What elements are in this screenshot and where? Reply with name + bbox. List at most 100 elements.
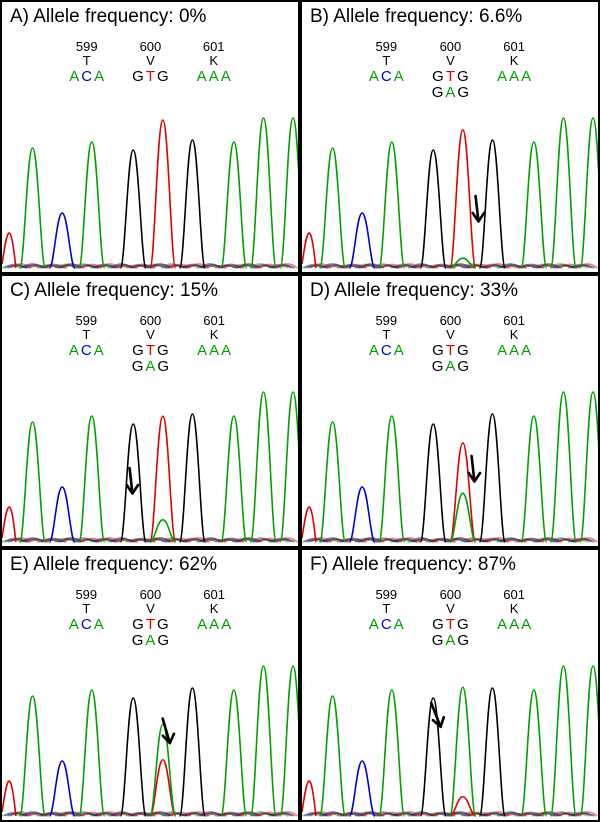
panel-title: B) Allele frequency: 6.6% — [310, 6, 522, 28]
codon-600: 600VGTGGAG — [132, 588, 169, 650]
codon-position: 600 — [440, 314, 462, 328]
alt-triplet: GAG — [432, 633, 469, 650]
amino-acid: T — [382, 328, 390, 342]
panel-title: A) Allele frequency: 0% — [10, 6, 206, 28]
codon-position: 601 — [203, 40, 225, 54]
codon-position: 600 — [140, 314, 162, 328]
alt-triplet: GAG — [132, 359, 169, 376]
base-triplet: ACA — [369, 617, 404, 634]
amino-acid: T — [82, 602, 90, 616]
chromatogram — [302, 660, 598, 820]
amino-acid: V — [146, 54, 155, 68]
amino-acid: T — [382, 602, 390, 616]
sequence-header: 599TACA 600VGTGGAG 601KAAA — [2, 314, 298, 376]
panel-grid: A) Allele frequency: 0%599TACA600VGTG601… — [0, 0, 600, 822]
codon-599: 599TACA — [69, 314, 104, 376]
codon-600: 600VGTGGAG — [432, 40, 469, 102]
base-triplet: AAA — [197, 617, 231, 634]
chromatogram — [302, 112, 598, 272]
panel-title: E) Allele frequency: 62% — [10, 554, 217, 576]
sequence-header: 599TACA600VGTGGAG601KAAA — [302, 314, 598, 376]
codon-601: 601KAAA — [497, 588, 531, 650]
base-triplet: ACA — [69, 69, 104, 86]
codon-position: 599 — [375, 314, 397, 328]
panel-title: F) Allele frequency: 87% — [310, 554, 516, 576]
panel-C: C) Allele frequency: 15% 599TACA 600VGTGGA… — [0, 274, 300, 548]
chromatogram-svg — [302, 660, 598, 820]
panel-title: D) Allele frequency: 33% — [310, 280, 518, 302]
codon-600: 600VGTGGAG — [432, 588, 469, 650]
base-triplet: AAA — [497, 69, 531, 86]
panel-B: B) Allele frequency: 6.6% 599TACA 600VGTGG… — [300, 0, 600, 274]
panel-F: F) Allele frequency: 87% 599TACA 600VGTGGA… — [300, 548, 600, 822]
codon-599: 599TACA — [69, 40, 104, 85]
codon-599: 599TACA — [369, 40, 404, 102]
sequence-header: 599TACA 600VGTGGAG 601KAAA — [302, 40, 598, 102]
base-triplet: ACA — [369, 343, 404, 360]
chromatogram — [302, 386, 598, 546]
amino-acid: K — [210, 602, 219, 616]
codon-position: 600 — [140, 40, 162, 54]
sequence-header: 599TACA 600VGTGGAG 601KAAA — [302, 588, 598, 650]
codon-600: 600VGTGGAG — [132, 314, 169, 376]
codon-position: 601 — [203, 314, 225, 328]
base-triplet: GTG — [132, 343, 169, 360]
amino-acid: T — [83, 54, 91, 68]
base-triplet: GTG — [432, 617, 469, 634]
codon-599: 599TACA — [369, 314, 404, 376]
codon-599: 599TACA — [369, 588, 404, 650]
codon-position: 599 — [375, 40, 397, 54]
amino-acid: V — [446, 54, 455, 68]
chromatogram — [2, 112, 298, 272]
codon-601: 601KAAA — [197, 314, 231, 376]
panel-D: D) Allele frequency: 33%599TACA600VGTGGA… — [300, 274, 600, 548]
amino-acid: V — [446, 602, 455, 616]
amino-acid: V — [146, 602, 155, 616]
amino-acid: T — [382, 54, 390, 68]
codon-position: 601 — [203, 588, 225, 602]
codon-position: 601 — [503, 588, 525, 602]
alt-triplet: GAG — [432, 85, 469, 102]
codon-position: 600 — [140, 588, 162, 602]
base-triplet: GTG — [132, 617, 169, 634]
chromatogram-svg — [302, 386, 598, 546]
codon-position: 599 — [75, 588, 97, 602]
panel-title: C) Allele frequency: 15% — [10, 280, 218, 302]
codon-position: 600 — [440, 40, 462, 54]
amino-acid: V — [146, 328, 155, 342]
amino-acid: V — [446, 328, 455, 342]
codon-601: 601KAAA — [497, 40, 531, 102]
codon-position: 599 — [375, 588, 397, 602]
amino-acid: K — [210, 328, 219, 342]
codon-601: 601KAAA — [197, 40, 231, 85]
chromatogram-svg — [302, 112, 598, 272]
panel-A: A) Allele frequency: 0% 599TACA 600VGTG 601… — [0, 0, 300, 274]
codon-position: 599 — [75, 314, 97, 328]
chromatogram — [2, 386, 298, 546]
amino-acid: K — [510, 602, 519, 616]
alt-triplet: GAG — [132, 633, 169, 650]
sequence-header: 599TACA 600VGTG 601KAAA — [2, 40, 298, 85]
codon-599: 599TACA — [69, 588, 104, 650]
base-triplet: GTG — [432, 343, 469, 360]
codon-position: 599 — [76, 40, 98, 54]
panel-E: E) Allele frequency: 62% 599TACA 600VGTGGA… — [0, 548, 300, 822]
codon-600: 600VGTG — [132, 40, 169, 85]
base-triplet: ACA — [369, 69, 404, 86]
codon-601: 601KAAA — [197, 588, 231, 650]
base-triplet: GTG — [432, 69, 469, 86]
amino-acid: T — [82, 328, 90, 342]
chromatogram-svg — [2, 112, 298, 272]
codon-601: 601KAAA — [497, 314, 531, 376]
base-triplet: ACA — [69, 343, 104, 360]
codon-position: 600 — [440, 588, 462, 602]
amino-acid: K — [209, 54, 218, 68]
base-triplet: AAA — [197, 69, 231, 86]
base-triplet: ACA — [69, 617, 104, 634]
base-triplet: GTG — [132, 69, 169, 86]
chromatogram-svg — [2, 386, 298, 546]
base-triplet: AAA — [497, 617, 531, 634]
sequence-header: 599TACA 600VGTGGAG 601KAAA — [2, 588, 298, 650]
codon-position: 601 — [503, 314, 525, 328]
amino-acid: K — [510, 328, 519, 342]
